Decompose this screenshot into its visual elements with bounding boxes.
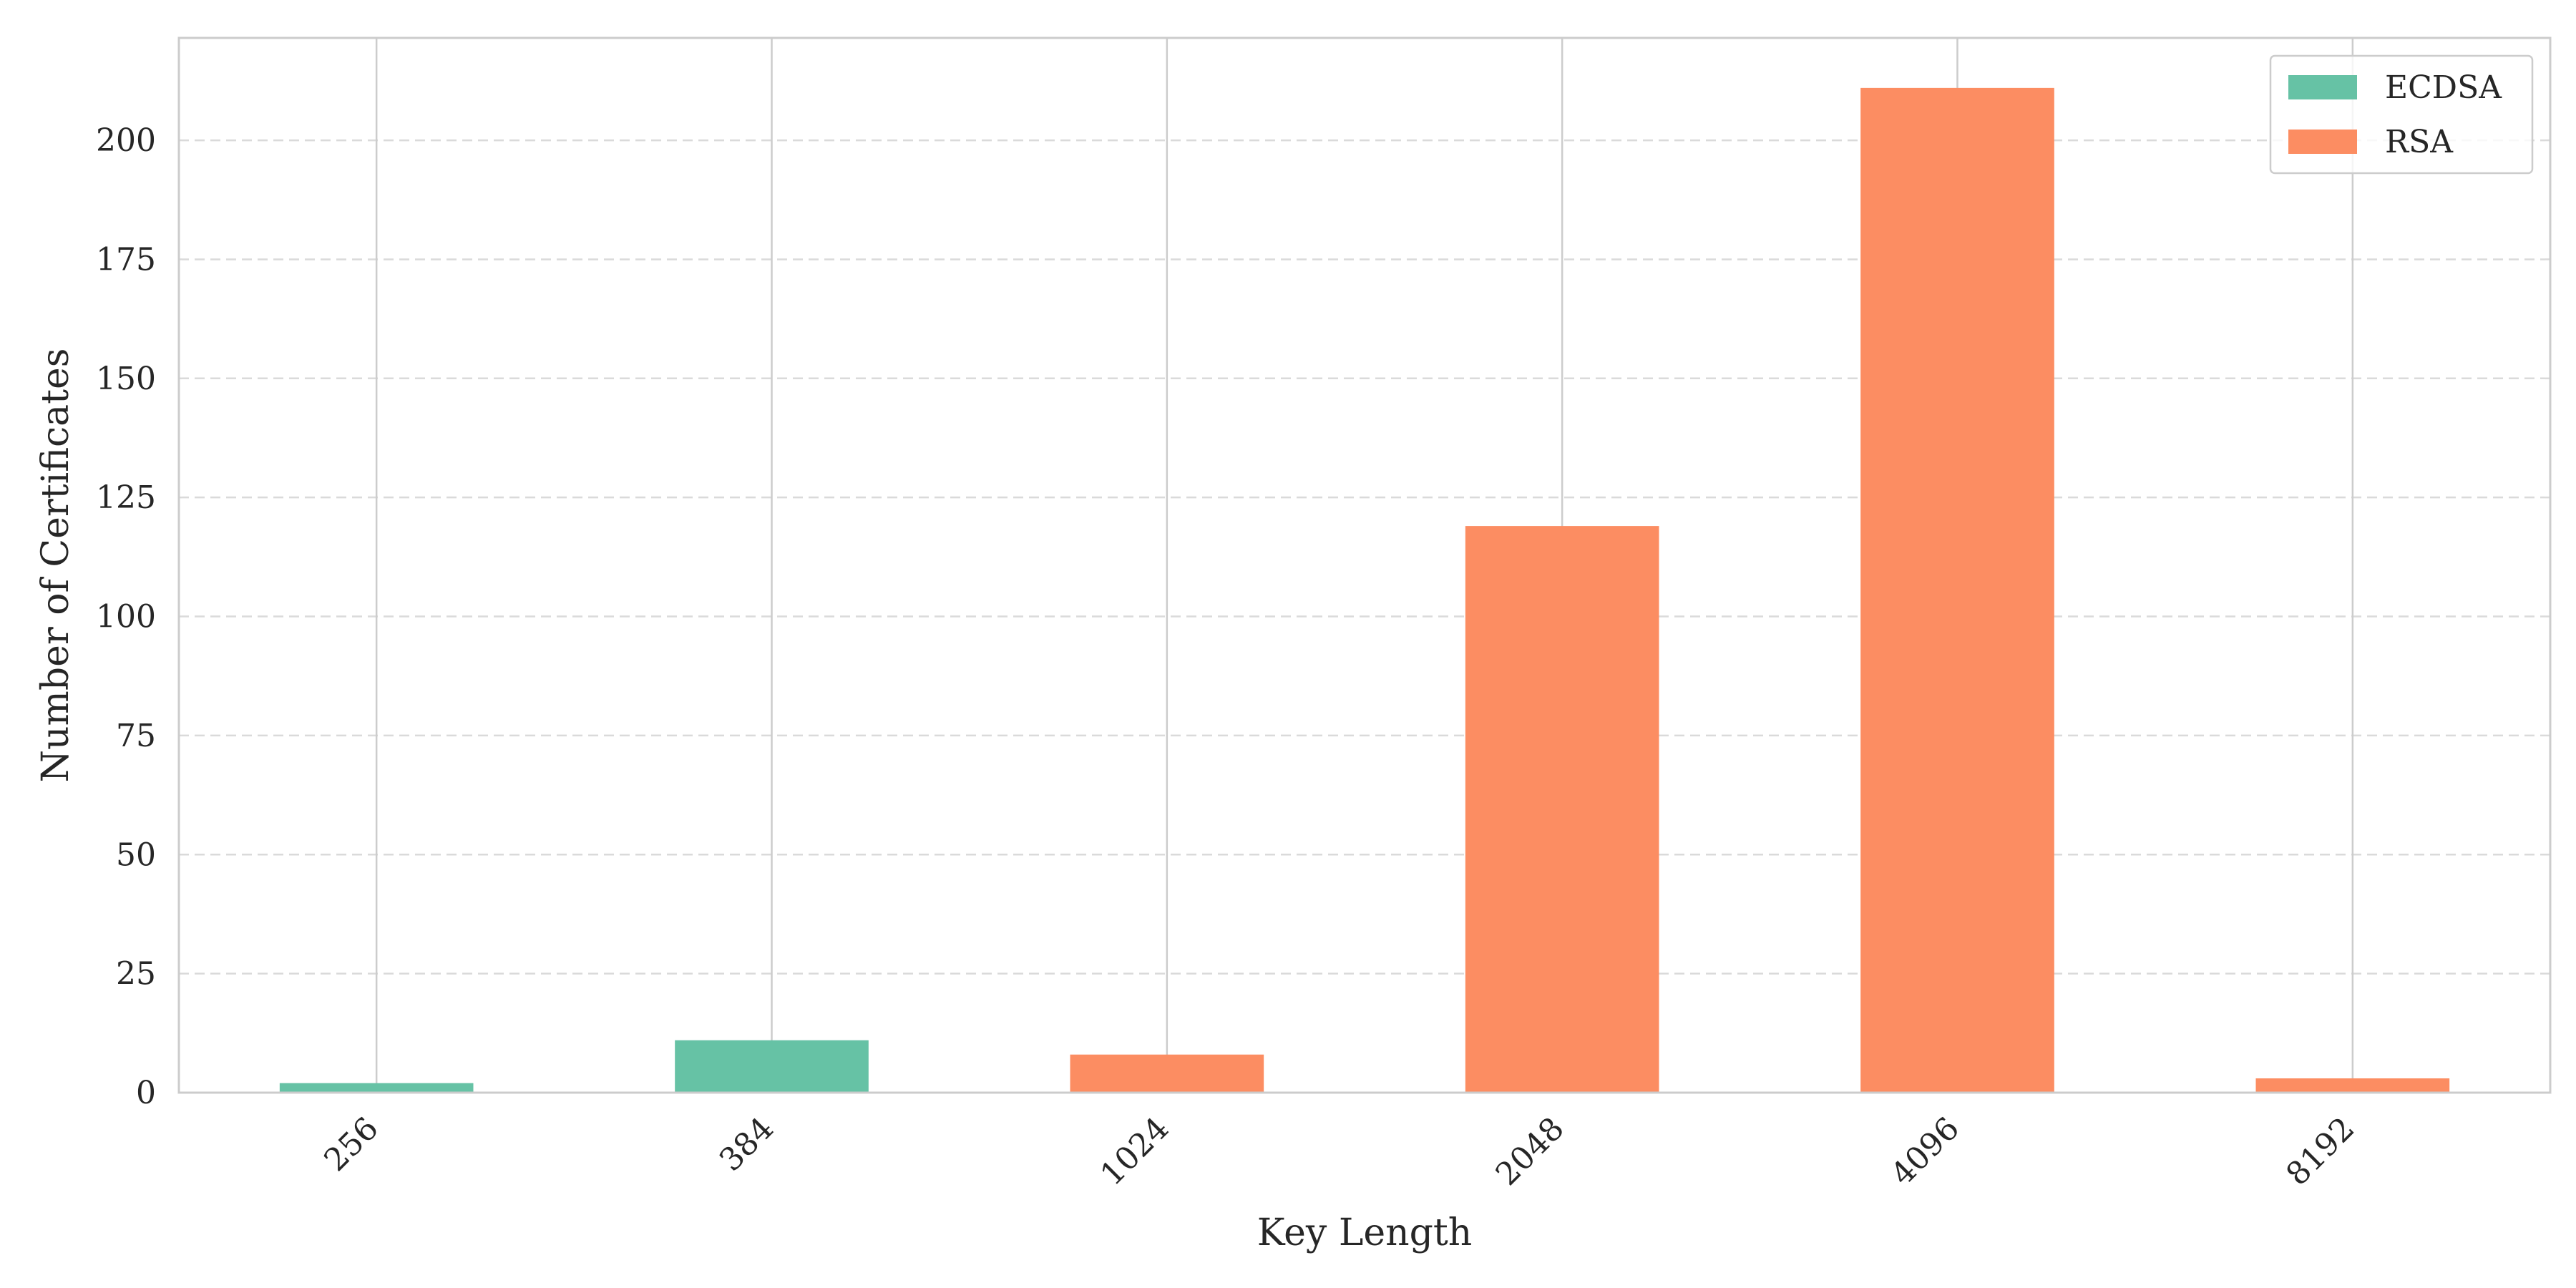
y-axis-ticks: 0 25 50 75 100 125 150 175 200 xyxy=(96,122,156,1111)
y-tick-label: 175 xyxy=(96,241,156,278)
bar-rsa-8192 xyxy=(2255,1078,2450,1093)
legend-label-rsa: RSA xyxy=(2385,124,2454,160)
bar-rsa-4096 xyxy=(1860,87,2054,1093)
x-tick-label: 256 xyxy=(317,1111,385,1179)
x-tick-label: 1024 xyxy=(1093,1111,1176,1193)
x-axis-label: Key Length xyxy=(1257,1211,1473,1254)
y-tick-label: 200 xyxy=(96,122,156,159)
y-tick-label: 25 xyxy=(116,956,156,992)
bar-rsa-2048 xyxy=(1465,526,1659,1093)
legend-label-ecdsa: ECDSA xyxy=(2385,69,2502,106)
y-tick-label: 50 xyxy=(116,836,156,873)
x-tick-label: 4096 xyxy=(1884,1111,1966,1193)
bar-ecdsa-256 xyxy=(279,1083,474,1093)
grid-lines xyxy=(179,38,2550,1093)
y-tick-label: 150 xyxy=(96,361,156,397)
bars xyxy=(279,87,2450,1093)
x-tick-label: 2048 xyxy=(1489,1111,1571,1193)
legend-swatch-rsa xyxy=(2288,130,2357,154)
x-tick-label: 8192 xyxy=(2279,1111,2361,1193)
y-tick-label: 75 xyxy=(116,718,156,754)
x-axis-ticks: 256 384 1024 2048 4096 8192 xyxy=(317,1111,2361,1193)
bar-rsa-1024 xyxy=(1070,1054,1264,1093)
y-axis-label: Number of Certificates xyxy=(34,348,77,783)
legend: ECDSA RSA xyxy=(2269,54,2534,175)
bar-ecdsa-384 xyxy=(675,1040,869,1093)
y-tick-label: 125 xyxy=(96,479,156,516)
y-tick-label: 100 xyxy=(96,599,156,635)
legend-swatch-ecdsa xyxy=(2288,75,2357,99)
y-tick-label: 0 xyxy=(136,1075,156,1111)
plot-frame xyxy=(177,36,2552,1094)
x-tick-label: 384 xyxy=(713,1111,781,1179)
